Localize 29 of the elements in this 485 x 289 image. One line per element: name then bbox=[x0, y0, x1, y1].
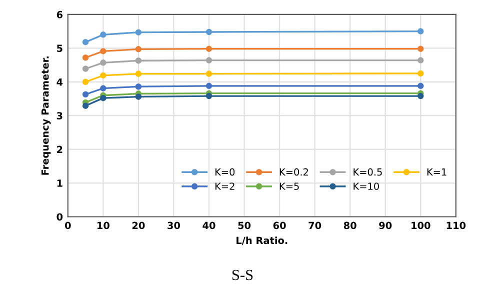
legend-label: K=0.5 bbox=[354, 168, 382, 176]
x-tick-label: 60 bbox=[273, 222, 286, 230]
x-tick-label: 80 bbox=[344, 222, 356, 230]
y-axis-title: Frequency Parameter. bbox=[42, 56, 51, 175]
x-tick-label: 20 bbox=[132, 222, 145, 230]
x-tick-label: 0 bbox=[64, 222, 71, 230]
y-tick-label: 3 bbox=[56, 112, 62, 120]
y-tick-label: 2 bbox=[57, 146, 62, 154]
y-tick-label: 6 bbox=[56, 10, 63, 18]
x-tick-label: 30 bbox=[168, 222, 180, 230]
legend-label: K=0.2 bbox=[280, 168, 308, 176]
y-tick-label: 0 bbox=[56, 213, 63, 221]
x-tick-label: 110 bbox=[446, 222, 466, 230]
x-tick-label: 90 bbox=[379, 222, 392, 230]
text: S-S bbox=[232, 270, 253, 280]
x-tick-label: 70 bbox=[308, 222, 322, 230]
y-tick-label: 5 bbox=[57, 44, 62, 52]
y-tick-label: 4 bbox=[56, 78, 63, 86]
x-tick-label: 10 bbox=[98, 222, 110, 230]
x-tick-label: 50 bbox=[238, 222, 251, 230]
legend-label: K=0 bbox=[215, 168, 235, 176]
legend-label: K=2 bbox=[215, 182, 234, 190]
x-tick-label: 40 bbox=[202, 222, 216, 230]
legend-label: K=1 bbox=[427, 168, 446, 176]
legend-label: K=10 bbox=[354, 182, 379, 190]
legend-label: K=5 bbox=[280, 182, 299, 190]
x-tick-label: 100 bbox=[412, 222, 430, 230]
x-axis-title: L/h Ratio. bbox=[236, 236, 288, 245]
y-tick-label: 1 bbox=[57, 180, 62, 187]
